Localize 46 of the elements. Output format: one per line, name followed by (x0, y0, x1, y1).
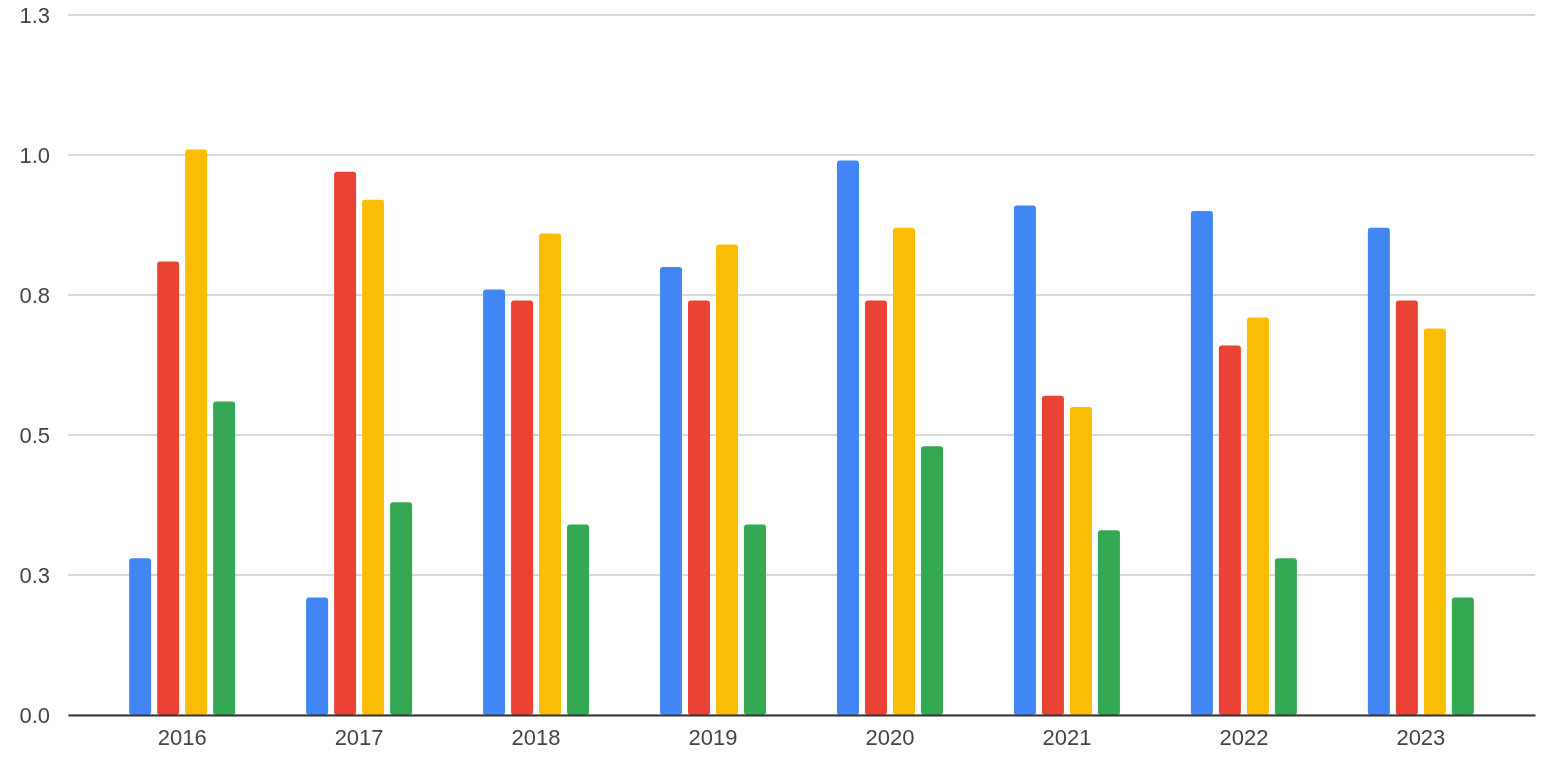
bar (362, 199, 385, 715)
bar (920, 446, 943, 715)
x-tick-label: 2023 (1396, 724, 1446, 750)
bar (390, 502, 413, 715)
bar (539, 233, 562, 715)
bar (864, 300, 887, 715)
y-tick-label: 0.8 (19, 282, 50, 308)
bar (892, 227, 915, 715)
bar (1423, 328, 1446, 715)
x-tick-label: 2016 (157, 724, 207, 750)
bar (1097, 530, 1120, 715)
bar (483, 289, 506, 715)
bar (511, 300, 534, 715)
x-tick-label: 2018 (511, 724, 561, 750)
bar (1451, 597, 1474, 715)
y-tick-label: 0.5 (19, 422, 50, 448)
y-tick-label: 0.3 (19, 562, 50, 588)
bar (213, 401, 236, 715)
x-tick-label: 2017 (334, 724, 384, 750)
bar (1218, 345, 1241, 715)
bar (1069, 407, 1092, 715)
y-tick-label: 1.0 (19, 142, 50, 168)
y-tick-label: 0.0 (19, 702, 50, 728)
bar (567, 524, 590, 715)
bar (688, 300, 711, 715)
bar (1367, 227, 1390, 715)
x-tick-label: 2021 (1042, 724, 1092, 750)
bar (1395, 300, 1418, 715)
bar (1013, 205, 1036, 715)
x-tick-label: 2020 (865, 724, 915, 750)
bar (1041, 395, 1064, 715)
y-tick-label: 1.3 (19, 2, 50, 28)
bar (1246, 317, 1269, 715)
bar (129, 558, 152, 715)
bar (744, 524, 767, 715)
bar (334, 171, 357, 715)
bar (185, 149, 208, 715)
x-tick-label: 2022 (1219, 724, 1269, 750)
bar (157, 261, 180, 715)
bar (716, 244, 739, 715)
bar (836, 160, 859, 715)
bar (1190, 211, 1213, 715)
bar (1274, 558, 1297, 715)
bar (306, 597, 329, 715)
bar (660, 267, 683, 715)
x-tick-label: 2019 (688, 724, 738, 750)
